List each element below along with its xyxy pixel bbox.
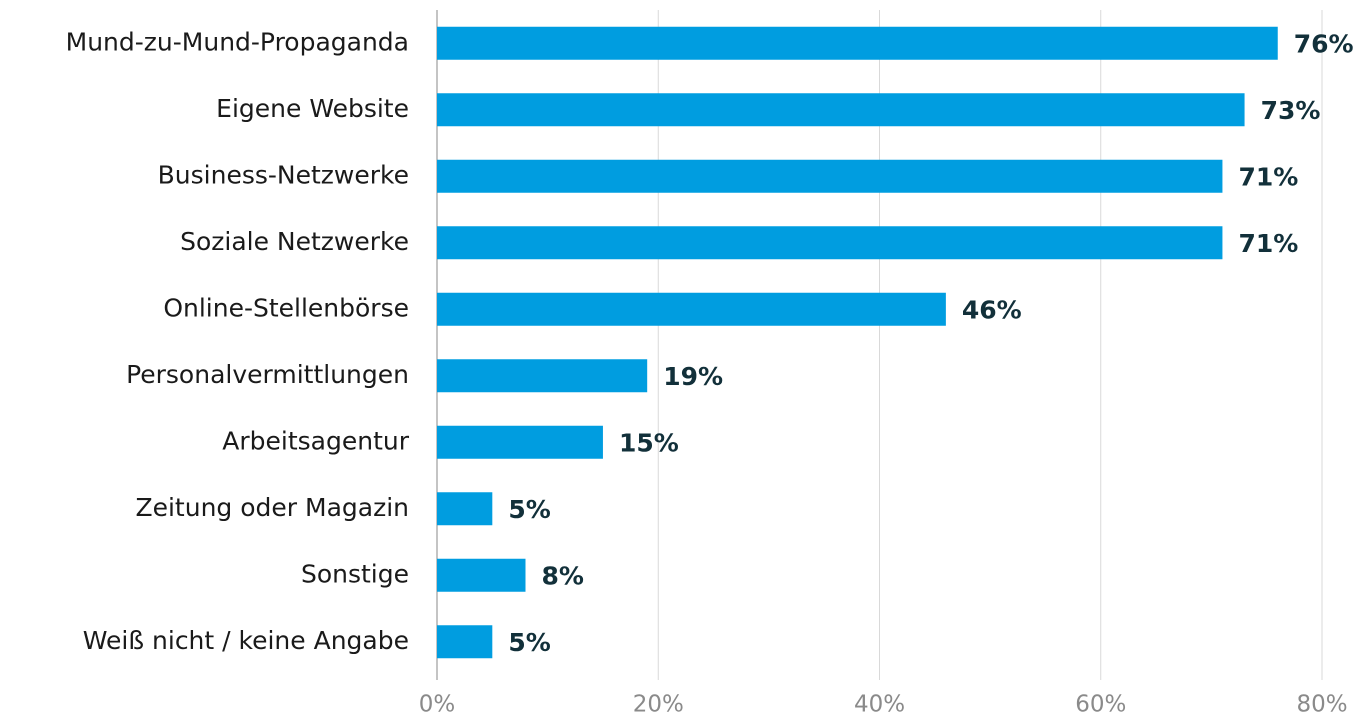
bar [437,292,946,326]
bar [437,26,1278,60]
value-label: 19% [663,362,723,391]
bar [437,492,493,526]
value-label: 76% [1294,29,1354,58]
value-label: 71% [1238,229,1298,258]
x-tick-label: 0% [419,692,456,718]
y-tick-label: Sonstige [301,559,409,588]
x-tick-label: 20% [633,692,684,718]
value-label: 8% [542,561,584,590]
bar [437,359,648,393]
value-label: 5% [508,495,550,524]
value-label: 15% [619,428,679,457]
bar [437,625,493,659]
value-label: 46% [962,295,1022,324]
y-tick-label: Online-Stellenbörse [163,293,409,322]
value-label: 5% [508,628,550,657]
bar [437,425,603,459]
x-tick-label: 40% [854,692,905,718]
x-tick-label: 60% [1075,692,1126,718]
y-tick-label: Weiß nicht / keine Angabe [83,626,409,655]
y-tick-label: Soziale Netzwerke [180,227,409,256]
y-tick-label: Personalvermittlungen [126,360,409,389]
y-tick-label: Business-Netzwerke [158,160,409,189]
y-tick-label: Zeitung oder Magazin [135,493,409,522]
bar [437,159,1223,193]
bar [437,93,1245,127]
y-tick-label: Arbeitsagentur [222,426,409,455]
y-tick-label: Eigene Website [216,94,409,123]
bar [437,226,1223,260]
value-label: 73% [1261,96,1321,125]
bar [437,558,526,592]
value-label: 71% [1238,162,1298,191]
y-tick-label: Mund-zu-Mund-Propaganda [66,27,409,56]
x-tick-label: 80% [1296,692,1347,718]
